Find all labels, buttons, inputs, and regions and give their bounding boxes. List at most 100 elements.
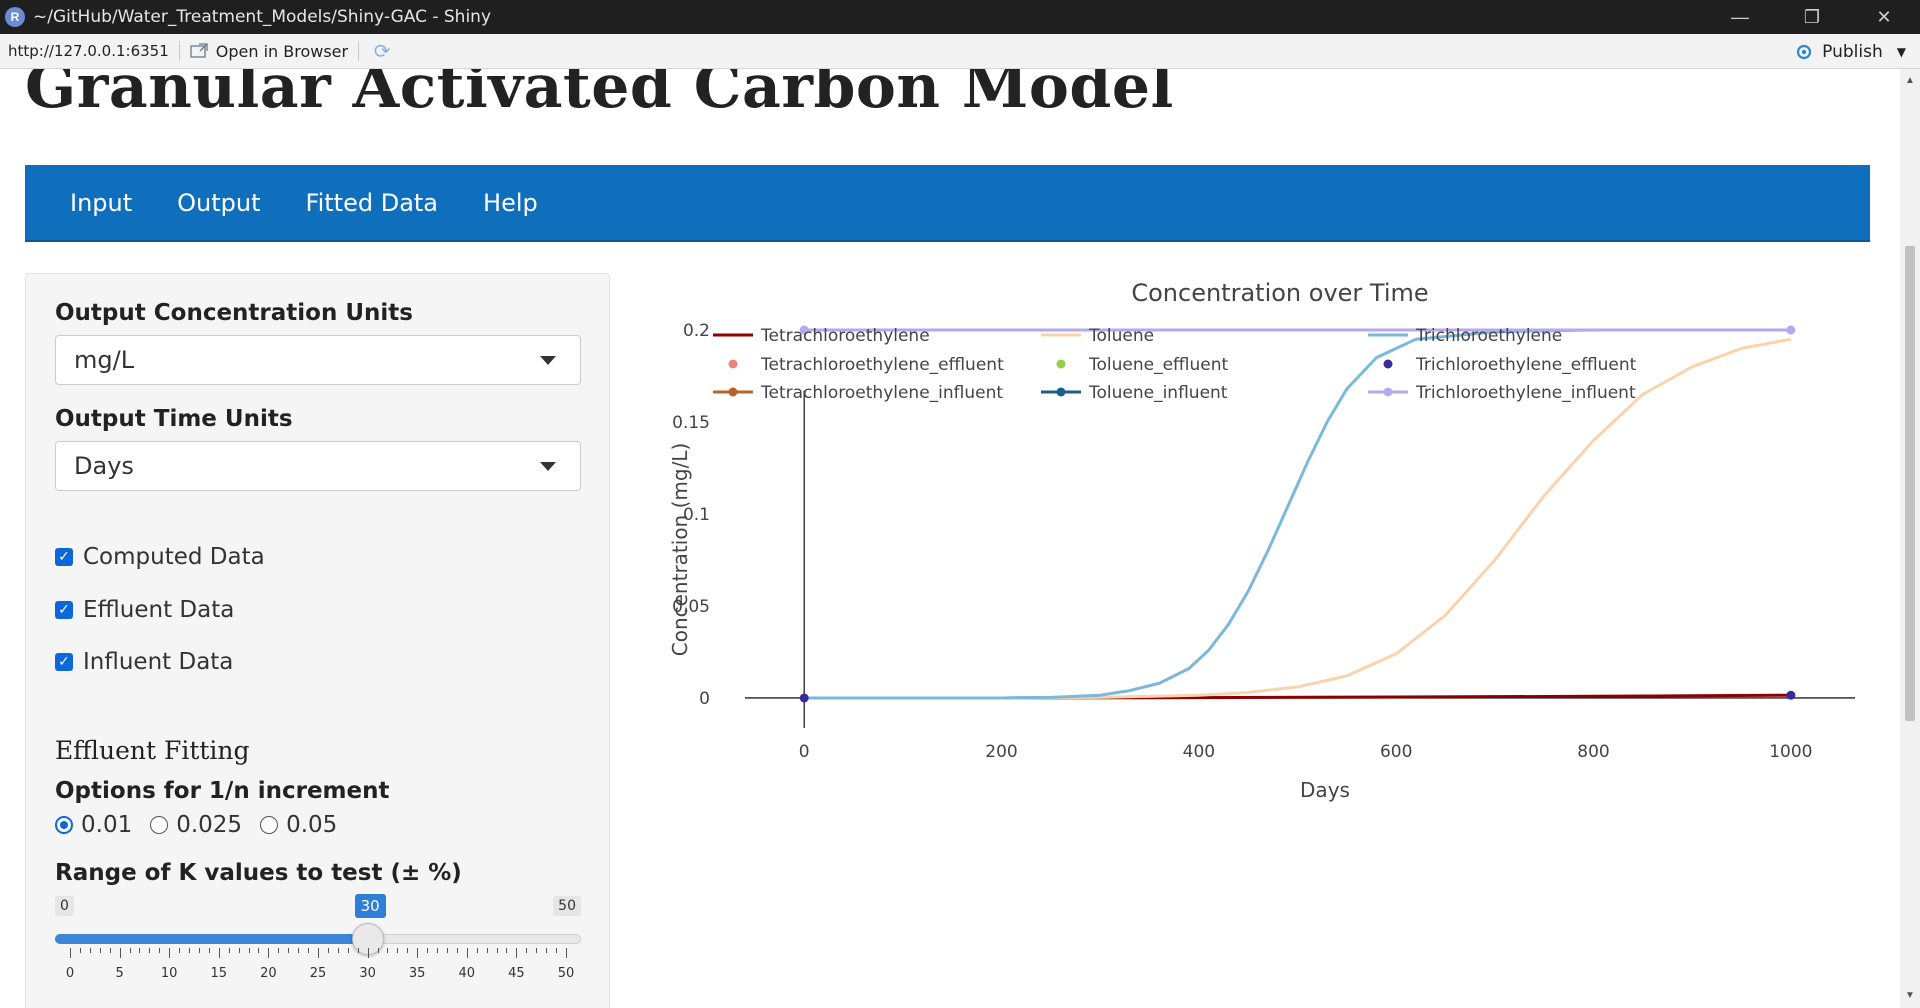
- open-in-browser-label: Open in Browser: [215, 41, 349, 61]
- tab-output[interactable]: Output: [177, 188, 261, 217]
- slider-tick: [536, 948, 538, 953]
- increment-option-0.025[interactable]: 0.025: [150, 812, 242, 838]
- slider-tick: [248, 948, 250, 953]
- scrollbar-thumb[interactable]: [1905, 246, 1915, 721]
- viewer-toolbar: http://127.0.0.1:6351 Open in Browser ⟳ …: [0, 34, 1920, 69]
- slider-max-label: 50: [553, 896, 581, 916]
- k-range-label: Range of K values to test (± %): [55, 860, 462, 886]
- legend-label-Toluene_effluent: Toluene_effluent: [1088, 355, 1228, 375]
- slider-tick: [456, 948, 458, 953]
- influent-data-checkbox[interactable]: ✓ Influent Data: [55, 649, 233, 675]
- slider-tick-label: 10: [160, 966, 178, 981]
- slider-tick: [486, 948, 488, 953]
- minimize-icon[interactable]: —: [1731, 6, 1749, 27]
- chart-svg: Concentration over Time 0 0.05 0.1 0.15 0.2 0 2…: [668, 279, 1855, 802]
- legend-label-Trichloroethylene_influent: Trichloroethylene_influent: [1415, 383, 1636, 403]
- x-tick-label: 200: [985, 742, 1017, 762]
- slider-tick: [367, 948, 369, 958]
- refresh-icon[interactable]: ⟳: [373, 40, 391, 63]
- slider-tick: [238, 948, 240, 953]
- slider-tick: [298, 948, 300, 953]
- time-units-label: Output Time Units: [55, 406, 293, 432]
- radio-label: 0.01: [81, 812, 133, 838]
- slider-tick: [109, 948, 111, 953]
- tab-input[interactable]: Input: [70, 188, 133, 217]
- slider-value-label: 30: [354, 894, 386, 918]
- legend-label-Tetrachloroethylene: Tetrachloroethylene: [760, 326, 930, 346]
- x-tick-label: 1000: [1769, 742, 1812, 762]
- slider-tick: [387, 948, 389, 953]
- url-text[interactable]: http://127.0.0.1:6351: [8, 42, 169, 60]
- computed-data-checkbox[interactable]: ✓ Computed Data: [55, 544, 265, 570]
- data-point-Trichloroethylene_effluent: [1786, 690, 1796, 700]
- slider-tick-label: 0: [65, 966, 75, 981]
- slider-tick: [79, 948, 81, 953]
- navbar: Input Output Fitted Data Help: [25, 165, 1870, 242]
- open-in-browser-button[interactable]: Open in Browser: [190, 42, 348, 61]
- legend-marker-Toluene_effluent: [1056, 359, 1066, 369]
- time-units-value: Days: [74, 452, 134, 480]
- slider-tick-label: 20: [260, 966, 277, 981]
- slider-tick: [496, 948, 498, 953]
- slider-tick: [129, 948, 131, 953]
- x-axis-label: Days: [1300, 778, 1350, 802]
- slider-tick: [228, 948, 230, 953]
- legend-label-Trichloroethylene_effluent: Trichloroethylene_effluent: [1415, 355, 1637, 375]
- conc-units-label: Output Concentration Units: [55, 300, 413, 326]
- restore-icon[interactable]: ❐: [1803, 6, 1821, 27]
- slider-tick-label: 30: [359, 966, 376, 981]
- legend-marker-Tetrachloroethylene_effluent: [728, 359, 738, 369]
- scroll-up-icon[interactable]: ▲: [1905, 75, 1915, 86]
- concentration-chart[interactable]: Concentration over Time 0 0.05 0.1 0.15 0.2 0 2…: [640, 259, 1880, 859]
- y-tick-label: 0.05: [672, 597, 710, 617]
- radio-icon: [260, 816, 279, 834]
- slider-tick-label: 25: [309, 966, 327, 981]
- radio-selected-icon: [55, 816, 73, 834]
- series-line-Toluene: [804, 337, 1792, 700]
- slider-tick: [89, 948, 91, 953]
- series-line-Trichloroethylene: [804, 328, 1791, 700]
- slider-tick-label: 40: [458, 966, 476, 981]
- publish-button[interactable]: Publish ▼: [1794, 34, 1906, 69]
- slider-tick: [476, 948, 478, 953]
- slider-tick: [357, 948, 359, 953]
- time-units-select[interactable]: Days: [55, 441, 581, 491]
- slider-tick: [288, 948, 290, 953]
- k-range-slider[interactable]: 0 50 30 0 5 10 15 20 25 30 35 40 45 50: [55, 894, 581, 996]
- effluent-data-checkbox[interactable]: ✓ Effluent Data: [55, 597, 234, 623]
- radio-label: 0.025: [176, 812, 243, 838]
- window-controls: — ❐ ✕: [1704, 0, 1920, 34]
- data-point-Trichloroethylene_influent: [799, 325, 809, 335]
- page-scrollbar[interactable]: ▲ ▼: [1900, 69, 1920, 1008]
- slider-tick: [417, 948, 419, 958]
- increment-option-0.01[interactable]: 0.01: [55, 812, 132, 838]
- slider-tick: [278, 948, 280, 953]
- tab-fitted-data[interactable]: Fitted Data: [305, 188, 439, 217]
- increment-label: Options for 1/n increment: [55, 778, 390, 804]
- slider-tick: [189, 948, 191, 953]
- y-axis-label: Concentration (mg/L): [668, 443, 692, 657]
- publish-label: Publish: [1822, 41, 1883, 62]
- slider-tick: [397, 948, 399, 953]
- legend-label-Tetrachloroethylene_influent: Tetrachloroethylene_influent: [760, 383, 1003, 403]
- publish-icon: [1797, 44, 1812, 59]
- slider-tick: [198, 948, 200, 953]
- slider-tick: [466, 948, 468, 958]
- conc-units-select[interactable]: mg/L: [55, 335, 581, 385]
- slider-tick: [149, 948, 151, 953]
- slider-tick: [70, 948, 71, 958]
- tab-help[interactable]: Help: [483, 188, 538, 217]
- checkmark-icon: ✓: [55, 548, 73, 566]
- close-icon[interactable]: ✕: [1876, 6, 1892, 27]
- checkmark-icon: ✓: [55, 601, 73, 619]
- scroll-down-icon[interactable]: ▼: [1905, 990, 1915, 1001]
- increment-option-0.05[interactable]: 0.05: [260, 812, 337, 838]
- slider-min-label: 0: [55, 896, 74, 916]
- slider-tick: [566, 948, 567, 958]
- legend-label-Toluene_influent: Toluene_influent: [1088, 383, 1228, 403]
- slider-tick: [526, 948, 528, 953]
- slider-tick: [377, 948, 379, 953]
- radio-icon: [150, 816, 169, 834]
- chevron-down-icon[interactable]: ▼: [1896, 44, 1906, 59]
- chevron-down-icon: [540, 356, 556, 365]
